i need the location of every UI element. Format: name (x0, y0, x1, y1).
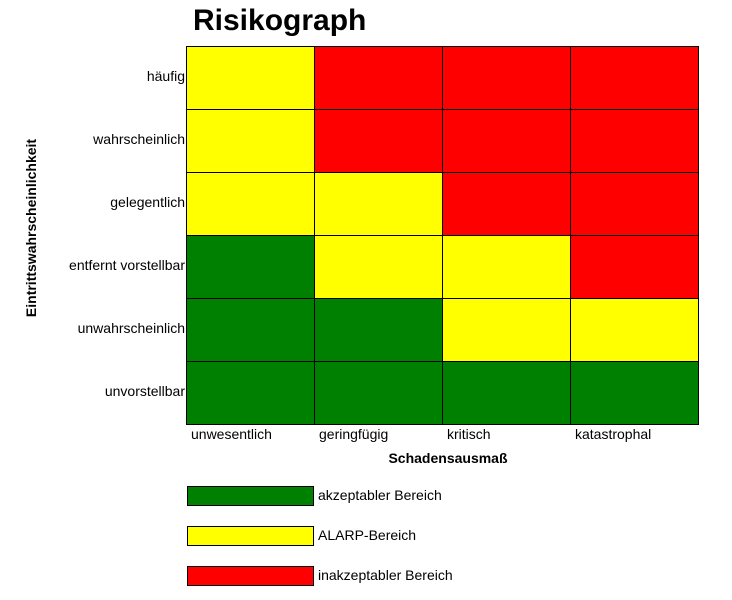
legend-swatch (187, 526, 314, 546)
legend-item: inakzeptabler Bereich (187, 566, 687, 586)
x-tick-label: unwesentlich (191, 426, 272, 442)
matrix-cell (570, 298, 699, 362)
matrix-cell (186, 46, 315, 110)
y-axis-label: Eintrittswahrscheinlichkeit (23, 138, 39, 318)
matrix-cell (186, 109, 315, 173)
legend-swatch (187, 486, 314, 506)
y-tick-label: unvorstellbar (104, 382, 185, 399)
legend-swatch (187, 566, 314, 586)
matrix-cell (442, 235, 571, 299)
risk-matrix (186, 46, 699, 425)
matrix-cell (570, 109, 699, 173)
matrix-cell (314, 235, 443, 299)
matrix-cell (570, 235, 699, 299)
y-tick-label: wahrscheinlich (93, 130, 185, 147)
y-tick-label: entfernt vorstellbar (69, 256, 185, 273)
matrix-cell (186, 172, 315, 236)
matrix-cell (570, 361, 699, 425)
y-tick-label: gelegentlich (110, 193, 185, 210)
matrix-cell (442, 46, 571, 110)
matrix-cell (186, 235, 315, 299)
matrix-cell (442, 109, 571, 173)
matrix-cell (314, 109, 443, 173)
x-tick-label: kritisch (447, 426, 491, 442)
matrix-cell (314, 172, 443, 236)
matrix-cell (442, 298, 571, 362)
matrix-cell (442, 361, 571, 425)
matrix-cell (314, 298, 443, 362)
x-axis-label: Schadensausmaß (388, 450, 508, 466)
matrix-cell (442, 172, 571, 236)
legend-label: ALARP-Bereich (318, 527, 417, 543)
matrix-cell (314, 46, 443, 110)
chart-title: Risikograph (193, 4, 367, 37)
matrix-cell (314, 361, 443, 425)
matrix-cell (186, 298, 315, 362)
matrix-cell (570, 172, 699, 236)
legend-item: akzeptabler Bereich (187, 486, 687, 506)
matrix-cell (186, 361, 315, 425)
legend-label: inakzeptabler Bereich (318, 567, 453, 583)
legend-label: akzeptabler Bereich (318, 487, 442, 503)
y-tick-label: häufig (146, 67, 185, 84)
x-tick-label: geringfügig (319, 426, 389, 442)
matrix-cell (570, 46, 699, 110)
x-tick-label: katastrophal (575, 426, 652, 442)
legend-item: ALARP-Bereich (187, 526, 687, 546)
y-tick-label: unwahrscheinlich (77, 319, 185, 336)
